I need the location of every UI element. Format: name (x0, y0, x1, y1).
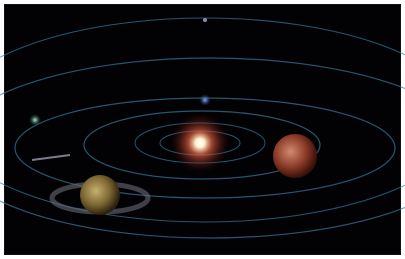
planet (29, 114, 41, 126)
planet (80, 175, 120, 215)
planet (273, 134, 317, 178)
sun (170, 113, 230, 173)
planet (203, 18, 207, 22)
page (0, 0, 405, 259)
solar-system-image (0, 0, 405, 259)
planet (199, 94, 211, 106)
